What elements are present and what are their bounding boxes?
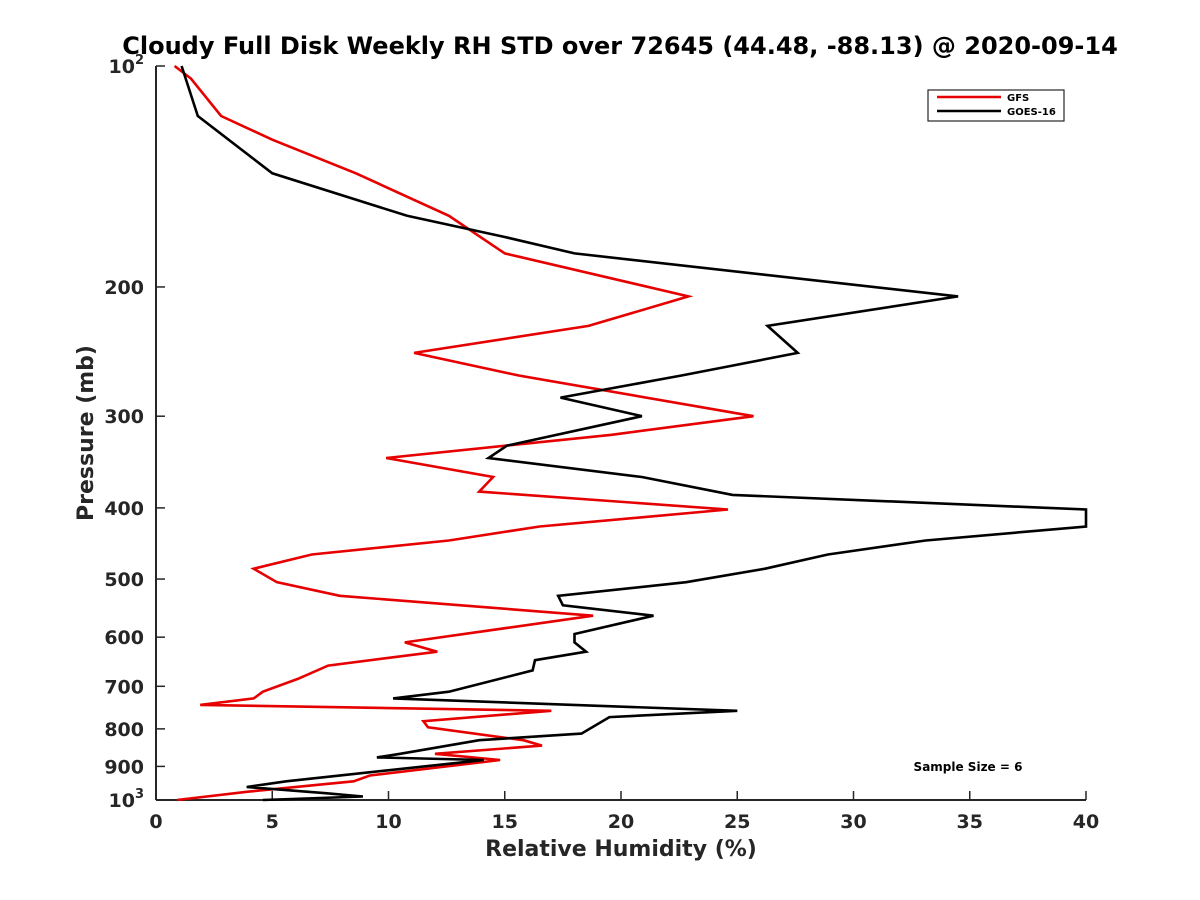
x-axis-ticks: 0 5 10 15 20 25 30 35 40 bbox=[149, 791, 1099, 833]
y-tick-label: 103 bbox=[109, 787, 145, 812]
legend-label-gfs: GFS bbox=[1007, 93, 1029, 104]
series-line-goes16 bbox=[180, 65, 1088, 802]
y-tick-label: 600 bbox=[104, 627, 144, 649]
x-tick-label: 10 bbox=[375, 811, 401, 833]
y-tick-label: 800 bbox=[104, 719, 144, 741]
x-tick-label: 40 bbox=[1073, 811, 1099, 833]
x-axis-label: Relative Humidity (%) bbox=[485, 837, 757, 862]
y-tick-label: 200 bbox=[104, 277, 144, 299]
x-tick-label: 25 bbox=[724, 811, 750, 833]
chart-title: Cloudy Full Disk Weekly RH STD over 7264… bbox=[122, 32, 1118, 60]
y-tick-label: 700 bbox=[104, 676, 144, 698]
series-group bbox=[173, 64, 1088, 802]
y-tick-label: 400 bbox=[104, 498, 144, 520]
series-line-gfs bbox=[173, 64, 754, 802]
sample-size-annotation: Sample Size = 6 bbox=[914, 760, 1023, 774]
x-tick-label: 0 bbox=[149, 811, 162, 833]
legend-box bbox=[927, 89, 1065, 122]
y-tick-label: 500 bbox=[104, 569, 144, 591]
y-tick-label: 102 bbox=[109, 53, 145, 78]
y-axis-ticks: 102 200 300 400 500 600 700 800 900 103 bbox=[104, 53, 165, 812]
x-tick-label: 20 bbox=[608, 811, 634, 833]
y-tick-label: 900 bbox=[104, 756, 144, 778]
y-axis-label: Pressure (mb) bbox=[74, 345, 99, 521]
legend: GFS GOES-16 bbox=[927, 89, 1065, 122]
x-tick-label: 15 bbox=[492, 811, 518, 833]
y-tick-label: 300 bbox=[104, 406, 144, 428]
x-tick-label: 35 bbox=[957, 811, 983, 833]
legend-label-goes16: GOES-16 bbox=[1007, 107, 1056, 118]
x-tick-label: 5 bbox=[266, 811, 279, 833]
x-tick-label: 30 bbox=[840, 811, 866, 833]
